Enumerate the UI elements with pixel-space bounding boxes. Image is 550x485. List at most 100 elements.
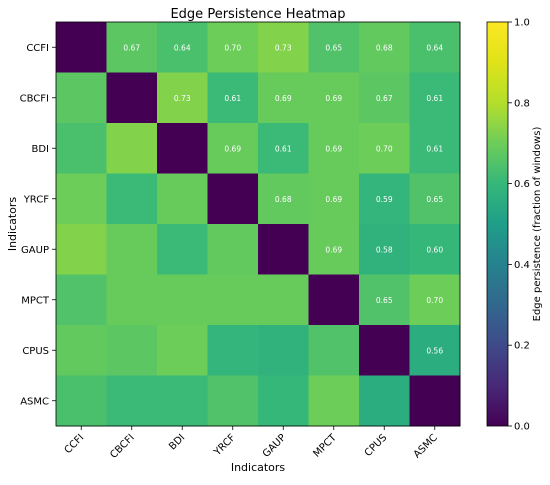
heatmap-cell	[308, 173, 360, 225]
heatmap-cell	[258, 224, 309, 275]
x-tick-label: ASMC	[412, 432, 440, 460]
heatmap-cell	[409, 173, 461, 225]
cell-value-label: 0.61	[224, 94, 241, 103]
cell-value-label: 0.69	[275, 94, 292, 103]
heatmap-cell	[56, 274, 107, 326]
heatmap-cell	[106, 22, 158, 73]
cell-value-label: 0.73	[275, 43, 292, 52]
heatmap-cell-labels: 0.67 0.64 0.70 0.73 0.65 0.68 0.64 0.73 0.61 0.69…	[123, 43, 443, 355]
cell-value-label: 0.68	[275, 195, 292, 204]
cell-value-label: 0.69	[325, 144, 342, 153]
cell-value-label: 0.65	[426, 195, 443, 204]
heatmap-cell	[359, 72, 410, 124]
cell-value-label: 0.69	[325, 245, 342, 254]
cell-value-label: 0.61	[426, 144, 443, 153]
x-tick-label: YRCF	[211, 432, 238, 459]
heatmap-cell	[207, 72, 259, 124]
heatmap-cell	[157, 375, 208, 427]
heatmap-cell	[207, 173, 259, 225]
heatmap-cell	[106, 224, 158, 275]
cell-value-label: 0.67	[123, 43, 140, 52]
colorbar-tick-label: 0.0	[514, 422, 530, 433]
heatmap-cell	[157, 325, 208, 376]
cell-value-label: 0.70	[224, 43, 241, 52]
heatmap-cell	[409, 123, 461, 174]
y-axis-label: Indicators	[6, 197, 19, 252]
heatmap-cells	[56, 22, 461, 427]
heatmap-cell	[56, 22, 107, 73]
heatmap-cell	[207, 22, 259, 73]
x-tick-label: CPUS	[363, 432, 390, 459]
heatmap-cell	[157, 274, 208, 326]
y-tick-label: GAUP	[21, 245, 49, 256]
heatmap-cell	[106, 72, 158, 124]
cell-value-label: 0.70	[376, 144, 393, 153]
heatmap-cell	[409, 22, 461, 73]
heatmap-cell	[258, 72, 309, 124]
heatmap-cell	[359, 22, 410, 73]
heatmap-cell	[258, 274, 309, 326]
heatmap-cell	[56, 325, 107, 376]
x-tick-label: BDI	[167, 432, 187, 452]
heatmap-cell	[258, 22, 309, 73]
x-tick-label: CBCFI	[108, 432, 137, 461]
x-axis-ticks: CCFI CBCFI BDI YRCF GAUP MPCT CPUS ASMC	[63, 426, 440, 461]
heatmap-cell	[359, 325, 410, 376]
heatmap-cell	[308, 325, 360, 376]
x-axis-label: Indicators	[231, 461, 286, 474]
heatmap-cell	[106, 173, 158, 225]
heatmap-cell	[359, 274, 410, 326]
y-tick-label: MPCT	[21, 295, 50, 306]
colorbar-tick-label: 0.2	[514, 341, 530, 352]
y-tick-label: BDI	[31, 144, 49, 155]
y-tick-label: ASMC	[20, 396, 49, 407]
heatmap-cell	[409, 274, 461, 326]
heatmap-cell	[258, 325, 309, 376]
y-tick-label: CPUS	[22, 346, 49, 357]
colorbar-tick-label: 0.6	[514, 179, 530, 190]
heatmap-cell	[56, 173, 107, 225]
colorbar	[486, 21, 509, 427]
heatmap-cell	[207, 274, 259, 326]
y-tick-label: CBCFI	[20, 93, 49, 104]
heatmap-cell	[157, 224, 208, 275]
heatmap-cell	[308, 274, 360, 326]
cell-value-label: 0.56	[426, 346, 443, 355]
x-tick-label: CCFI	[63, 432, 87, 456]
heatmap-cell	[56, 375, 107, 427]
heatmap-cell	[157, 22, 208, 73]
heatmap-cell	[409, 72, 461, 124]
heatmap-cell	[106, 274, 158, 326]
cell-value-label: 0.69	[325, 94, 342, 103]
cell-value-label: 0.70	[426, 296, 443, 305]
cell-value-label: 0.61	[275, 144, 292, 153]
cell-value-label: 0.65	[325, 43, 342, 52]
heatmap-cell	[308, 22, 360, 73]
heatmap-cell	[207, 123, 259, 174]
heatmap-cell	[258, 375, 309, 427]
heatmap-cell	[157, 173, 208, 225]
colorbar-tick-label: 0.4	[514, 260, 530, 271]
y-tick-label: CCFI	[26, 43, 49, 54]
cell-value-label: 0.69	[224, 144, 241, 153]
y-axis-ticks: CCFI CBCFI BDI YRCF GAUP MPCT CPUS ASMC	[20, 43, 56, 407]
cell-value-label: 0.73	[174, 94, 191, 103]
heatmap-cell	[56, 123, 107, 174]
plot-frame	[55, 21, 461, 427]
heatmap-cell	[308, 224, 360, 275]
heatmap-cell	[106, 325, 158, 376]
heatmap-cell	[359, 375, 410, 427]
cell-value-label: 0.58	[376, 245, 393, 254]
cell-value-label: 0.65	[376, 296, 393, 305]
heatmap-cell	[258, 123, 309, 174]
heatmap-cell	[308, 123, 360, 174]
cell-value-label: 0.64	[426, 43, 443, 52]
heatmap-cell	[56, 72, 107, 124]
heatmap-cell	[308, 375, 360, 427]
heatmap-cell	[359, 173, 410, 225]
x-tick-label: GAUP	[261, 432, 289, 460]
cell-value-label: 0.60	[426, 245, 443, 254]
heatmap-cell	[207, 375, 259, 427]
